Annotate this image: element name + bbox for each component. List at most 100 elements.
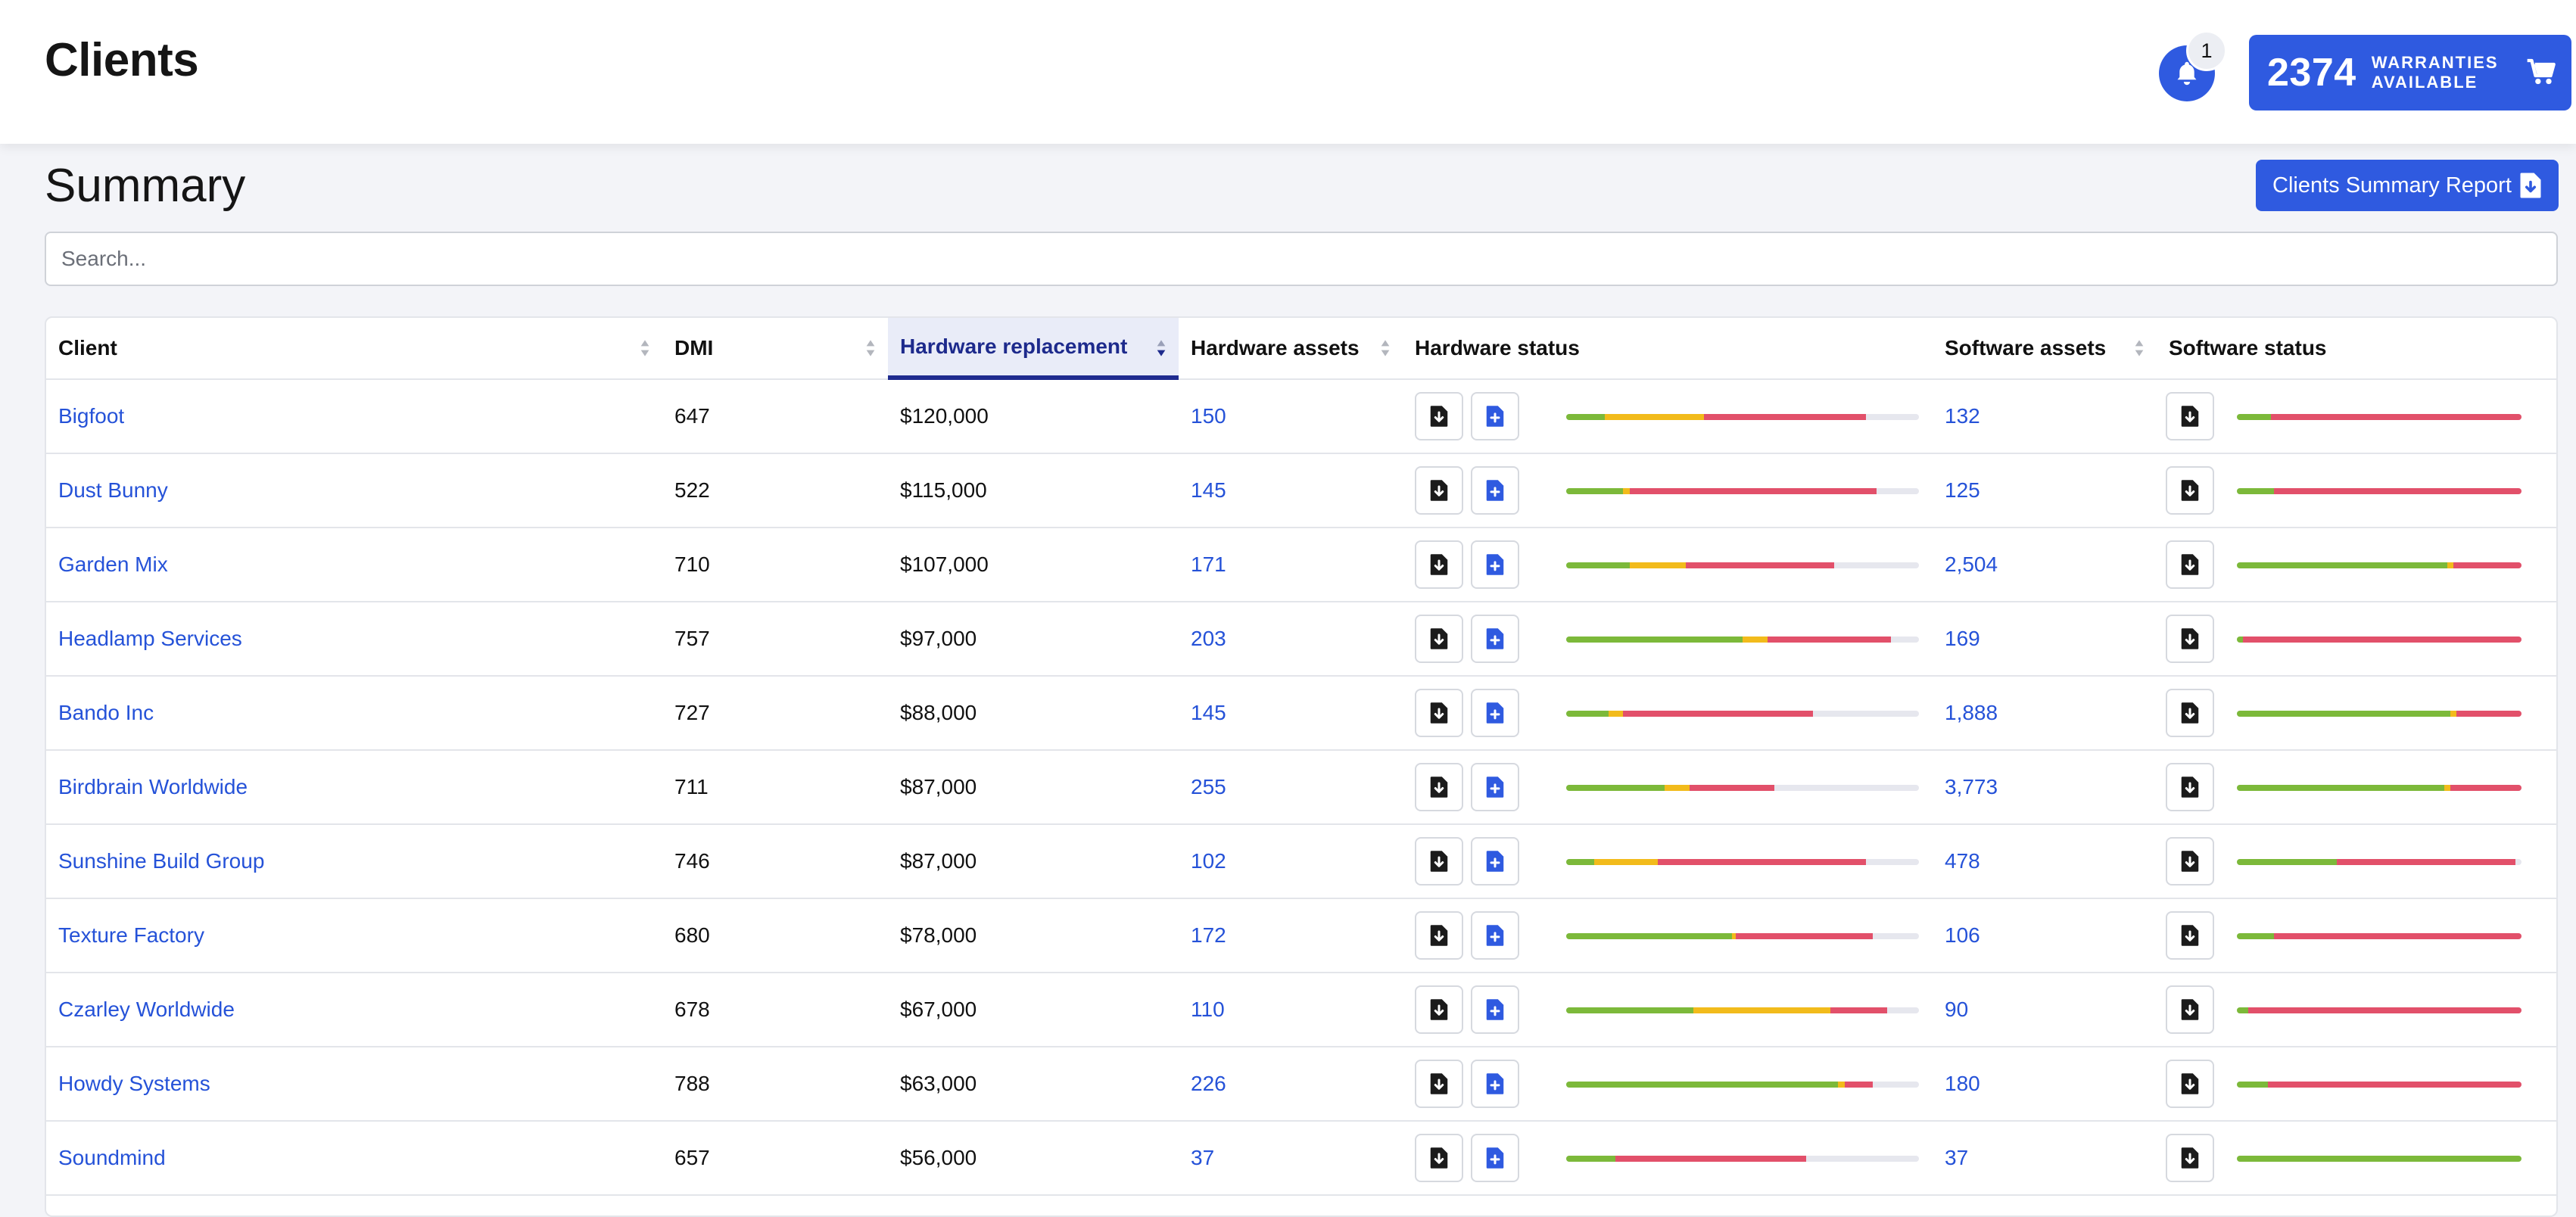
hardware-replacement-cell: $63,000 (900, 1072, 977, 1095)
software-assets-link[interactable]: 169 (1945, 627, 1980, 650)
file-download-icon (2520, 173, 2541, 198)
client-link[interactable]: Texture Factory (58, 923, 204, 947)
hardware-add-button[interactable] (1471, 763, 1519, 811)
hardware-status-bar (1566, 711, 1919, 717)
hardware-status-bar (1566, 562, 1919, 568)
hardware-download-button[interactable] (1415, 615, 1463, 663)
client-link[interactable]: Howdy Systems (58, 1072, 210, 1095)
hardware-add-button[interactable] (1471, 911, 1519, 960)
software-download-button[interactable] (2166, 392, 2214, 440)
software-assets-link[interactable]: 1,888 (1945, 701, 1998, 724)
hardware-add-button[interactable] (1471, 1060, 1519, 1108)
software-assets-link[interactable]: 3,773 (1945, 775, 1998, 798)
hardware-assets-link[interactable]: 102 (1191, 849, 1226, 873)
clients-summary-report-button[interactable]: Clients Summary Report (2256, 160, 2559, 211)
clients-table: Client DMI Hardware replacement Hardware… (45, 316, 2558, 1217)
hardware-add-button[interactable] (1471, 392, 1519, 440)
client-cell: Czarley Worldwide (46, 973, 662, 1046)
hardware-add-button[interactable] (1471, 540, 1519, 589)
software-assets-link[interactable]: 37 (1945, 1146, 1969, 1169)
status-warn-segment (2450, 711, 2456, 717)
status-warn-segment (1594, 859, 1659, 865)
client-link[interactable]: Garden Mix (58, 552, 168, 576)
client-link[interactable]: Bigfoot (58, 404, 125, 428)
hardware-download-button[interactable] (1415, 763, 1463, 811)
software-assets-link[interactable]: 478 (1945, 849, 1980, 873)
dmi-cell: 522 (674, 478, 710, 502)
column-header-dmi[interactable]: DMI (662, 318, 888, 378)
hardware-add-button[interactable] (1471, 1134, 1519, 1182)
download-icon (1430, 554, 1448, 575)
hardware-add-button[interactable] (1471, 615, 1519, 663)
hardware-status-bar (1566, 637, 1919, 643)
search-input[interactable] (45, 232, 2558, 286)
status-bad-segment (1845, 1082, 1874, 1088)
hardware-download-button[interactable] (1415, 1060, 1463, 1108)
software-assets-link[interactable]: 125 (1945, 478, 1980, 502)
hardware-assets-link[interactable]: 145 (1191, 701, 1226, 724)
client-link[interactable]: Birdbrain Worldwide (58, 775, 248, 798)
hardware-assets-link[interactable]: 110 (1191, 998, 1225, 1021)
software-download-button[interactable] (2166, 540, 2214, 589)
software-download-button[interactable] (2166, 689, 2214, 737)
software-download-button[interactable] (2166, 1134, 2214, 1182)
hardware-assets-link[interactable]: 203 (1191, 627, 1226, 650)
column-header-software-assets[interactable]: Software assets (1933, 318, 2157, 378)
hardware-download-button[interactable] (1415, 911, 1463, 960)
column-header-hardware-assets[interactable]: Hardware assets (1179, 318, 1403, 378)
hardware-status-bar (1566, 859, 1919, 865)
software-assets-link[interactable]: 132 (1945, 404, 1980, 428)
hardware-add-button[interactable] (1471, 466, 1519, 515)
software-download-button[interactable] (2166, 763, 2214, 811)
hardware-assets-link[interactable]: 255 (1191, 775, 1226, 798)
status-bad-segment (1686, 562, 1835, 568)
software-download-button[interactable] (2166, 985, 2214, 1034)
client-link[interactable]: Bando Inc (58, 701, 154, 724)
hardware-download-button[interactable] (1415, 466, 1463, 515)
software-assets-link[interactable]: 106 (1945, 923, 1980, 947)
status-good-segment (2237, 785, 2445, 791)
software-status-bar (2237, 414, 2521, 420)
software-assets-link[interactable]: 90 (1945, 998, 1969, 1021)
hardware-add-button[interactable] (1471, 985, 1519, 1034)
software-download-button[interactable] (2166, 911, 2214, 960)
hardware-assets-link[interactable]: 171 (1191, 552, 1226, 576)
client-link[interactable]: Czarley Worldwide (58, 998, 235, 1021)
hardware-download-button[interactable] (1415, 392, 1463, 440)
download-icon (2181, 702, 2199, 724)
hardware-download-button[interactable] (1415, 540, 1463, 589)
software-status-bar (2237, 1007, 2521, 1013)
software-download-button[interactable] (2166, 615, 2214, 663)
hardware-assets-link[interactable]: 226 (1191, 1072, 1226, 1095)
column-header-hardware-replacement[interactable]: Hardware replacement (888, 318, 1179, 380)
hardware-assets-link[interactable]: 172 (1191, 923, 1226, 947)
software-assets-link[interactable]: 2,504 (1945, 552, 1998, 576)
hardware-download-button[interactable] (1415, 689, 1463, 737)
hardware-replacement-cell: $56,000 (900, 1146, 977, 1169)
client-link[interactable]: Soundmind (58, 1146, 166, 1169)
cart-icon (2527, 58, 2556, 85)
software-assets-link[interactable]: 180 (1945, 1072, 1980, 1095)
hardware-download-button[interactable] (1415, 1134, 1463, 1182)
hardware-assets-link[interactable]: 37 (1191, 1146, 1215, 1169)
hardware-assets-link[interactable]: 145 (1191, 478, 1226, 502)
software-download-button[interactable] (2166, 837, 2214, 886)
software-download-button[interactable] (2166, 466, 2214, 515)
hardware-assets-link[interactable]: 150 (1191, 404, 1226, 428)
column-header-client[interactable]: Client (46, 318, 662, 378)
software-assets-cell: 37 (1933, 1122, 2157, 1194)
software-download-button[interactable] (2166, 1060, 2214, 1108)
status-bad-segment (2242, 637, 2521, 643)
hardware-download-button[interactable] (1415, 985, 1463, 1034)
client-link[interactable]: Headlamp Services (58, 627, 242, 650)
status-bad-segment (1622, 711, 1814, 717)
status-good-segment (2237, 1082, 2269, 1088)
hardware-download-button[interactable] (1415, 837, 1463, 886)
hardware-add-button[interactable] (1471, 837, 1519, 886)
warranties-button[interactable]: 2374 WARRANTIES AVAILABLE (2249, 35, 2571, 110)
hardware-add-button[interactable] (1471, 689, 1519, 737)
client-link[interactable]: Dust Bunny (58, 478, 168, 502)
client-link[interactable]: Sunshine Build Group (58, 849, 265, 873)
dmi-cell: 678 (674, 998, 710, 1021)
table-row: Dust Bunny 522 $115,000 145 125 (46, 454, 2556, 528)
